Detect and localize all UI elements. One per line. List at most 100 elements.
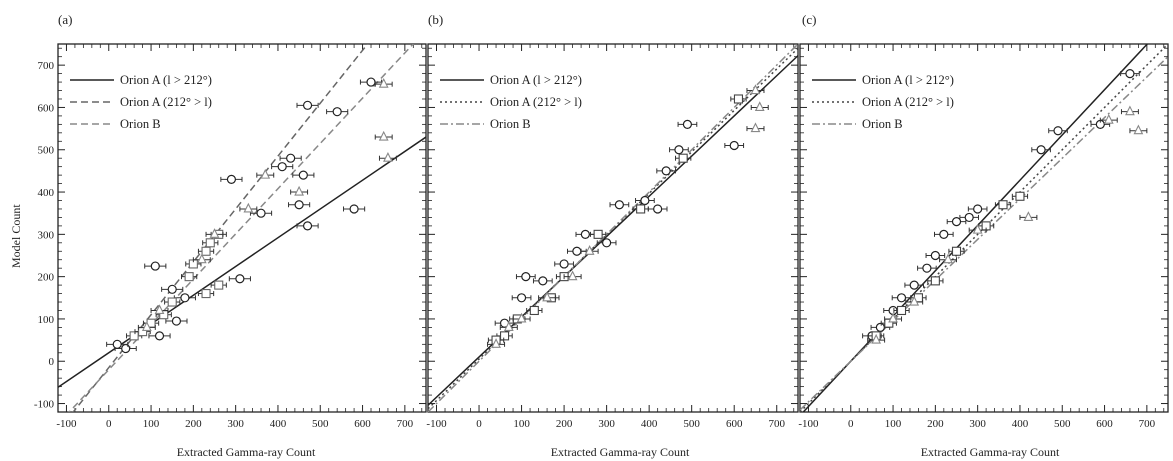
data-point-square	[201, 246, 211, 256]
legend-label-series-2: Orion A (212° > l)	[490, 95, 582, 109]
data-point-circle	[602, 238, 612, 248]
data-point-circle	[521, 272, 531, 282]
fit-line-series-3	[68, 44, 415, 412]
plot-frame	[57, 43, 427, 413]
data-point-triangle	[378, 77, 389, 88]
data-point-circle	[939, 229, 949, 239]
legend-label-series-1: Orion A (l > 212°)	[862, 73, 954, 87]
data-point-square	[896, 305, 907, 316]
legend-label-series-3: Orion B	[490, 117, 531, 131]
y-tick-label: 100	[38, 314, 55, 326]
panel-a-plot: -100-100 0 0 100 100 200 200 300 300 400 400 500 500…	[34, 43, 427, 430]
data-point-triangle	[1023, 211, 1034, 221]
data-point-square	[500, 331, 510, 341]
data-point-circle	[559, 259, 569, 269]
data-point-triangle	[260, 168, 271, 179]
data-point-circle	[226, 174, 237, 184]
data-point-circle	[964, 212, 974, 223]
data-point-square	[184, 272, 194, 282]
data-point-square	[636, 204, 646, 214]
panel-label-c: (c)	[802, 12, 816, 27]
data-point-square	[930, 276, 940, 286]
data-point-square	[129, 331, 139, 341]
data-point-square	[593, 229, 603, 239]
data-point-triangle	[294, 185, 304, 196]
data-point-circle	[682, 119, 693, 129]
fit-line-series-2	[72, 44, 369, 412]
x-tick-label: 700	[397, 418, 414, 430]
data-point-circle	[930, 250, 940, 261]
x-tick-label: -100	[56, 418, 77, 430]
data-point-circle	[1125, 69, 1135, 79]
x-tick-label: 0	[848, 418, 854, 430]
x-tick-label: 300	[598, 418, 615, 430]
data-point-circle	[277, 162, 287, 172]
x-axis-label-a: Extracted Gamma-ray Count	[177, 445, 316, 459]
x-tick-label: -100	[798, 418, 819, 430]
data-point-circle	[896, 293, 907, 303]
data-point-circle	[121, 343, 131, 354]
data-point-circle	[298, 170, 308, 180]
data-point-circle	[653, 204, 663, 214]
x-tick-label: 700	[1139, 418, 1156, 430]
x-tick-label: 500	[312, 418, 329, 430]
legend-label-series-1: Orion A (l > 212°)	[120, 73, 212, 87]
data-point-square	[951, 246, 962, 256]
data-point-triangle	[567, 270, 578, 281]
data-point-circle	[1053, 126, 1063, 136]
data-point-triangle	[750, 122, 761, 133]
data-point-triangle	[154, 304, 165, 315]
x-tick-label: 500	[1054, 418, 1071, 430]
data-point-circle	[729, 140, 739, 151]
x-tick-label: 100	[143, 418, 160, 430]
x-tick-label: 600	[726, 418, 743, 430]
fit-line-series-2	[428, 47, 798, 410]
data-point-circle	[1036, 145, 1046, 155]
data-point-circle	[922, 263, 932, 273]
legend-label-series-1: Orion A (l > 212°)	[490, 73, 582, 87]
y-tick-label: 200	[38, 272, 55, 284]
plot-frame	[799, 43, 1169, 413]
x-tick-label: 200	[185, 418, 202, 430]
data-point-circle	[674, 145, 684, 155]
fit-line-series-1	[802, 44, 1149, 412]
data-point-triangle	[972, 223, 983, 234]
y-tick-label: 400	[38, 187, 55, 199]
x-tick-label: 100	[513, 418, 530, 430]
plot-frame	[427, 43, 799, 413]
data-point-circle	[332, 107, 342, 117]
x-tick-label: 300	[969, 418, 986, 430]
x-tick-label: 100	[885, 418, 902, 430]
x-tick-label: 0	[106, 418, 112, 430]
data-point-triangle	[542, 291, 552, 302]
legend-label-series-2: Orion A (212° > l)	[120, 95, 212, 109]
x-tick-label: 700	[768, 418, 785, 430]
x-tick-label: 200	[556, 418, 573, 430]
data-point-circle	[294, 200, 304, 210]
x-axis-label-b: Extracted Gamma-ray Count	[551, 445, 690, 459]
data-point-circle	[302, 100, 313, 110]
y-tick-label: 300	[38, 229, 55, 241]
x-tick-label: 400	[1012, 418, 1029, 430]
data-point-triangle	[141, 321, 152, 331]
data-point-circle	[640, 195, 650, 206]
data-point-triangle	[491, 338, 501, 348]
data-point-circle	[235, 274, 245, 284]
data-point-square	[1015, 191, 1025, 201]
data-point-triangle	[750, 84, 761, 95]
data-point-circle	[256, 208, 266, 218]
fit-line-series-1	[58, 136, 426, 388]
legend-label-series-3: Orion B	[862, 117, 903, 131]
fit-line-series-1	[428, 55, 798, 406]
x-tick-label: 400	[641, 418, 658, 430]
data-point-triangle	[1103, 113, 1114, 124]
data-point-square	[167, 297, 177, 307]
data-point-triangle	[909, 295, 920, 306]
data-point-circle	[112, 339, 122, 349]
fit-line-series-3	[800, 56, 1168, 411]
y-tick-label: 0	[49, 356, 55, 368]
data-point-triangle	[1133, 124, 1144, 135]
data-point-triangle	[943, 253, 953, 264]
data-point-circle	[171, 316, 182, 326]
